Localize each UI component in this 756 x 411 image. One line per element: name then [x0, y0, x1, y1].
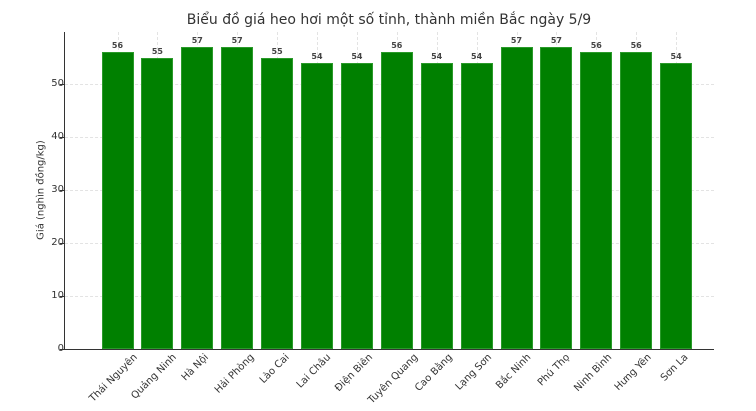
bar — [261, 57, 294, 349]
bar — [221, 47, 254, 349]
bar-value-label: 57 — [550, 36, 562, 46]
bar — [141, 57, 174, 349]
bar-value-label: 54 — [471, 51, 483, 61]
bar — [660, 62, 693, 349]
bar-value-label: 56 — [590, 41, 602, 51]
y-tick-label: 0 — [58, 343, 64, 354]
x-tick-label: Lào Cai — [258, 352, 292, 386]
bar-value-label: 57 — [191, 36, 203, 46]
x-tick-label: Sơn La — [658, 352, 690, 384]
bar-value-label: 56 — [391, 41, 403, 51]
x-tick-label: Hưng Yên — [612, 352, 654, 394]
x-tick-label: Ninh Bình — [572, 352, 615, 395]
y-tick-mark — [60, 190, 64, 192]
chart-title: Biểu đồ giá heo hơi một số tỉnh, thành m… — [186, 12, 592, 28]
bar-value-label: 54 — [351, 51, 363, 61]
x-axis-line — [64, 349, 714, 350]
bar-value-label: 56 — [111, 41, 124, 51]
bar — [420, 62, 453, 349]
x-tick-label: Hải Phòng — [212, 352, 257, 396]
x-tick-label: Lai Châu — [295, 352, 334, 391]
bar — [460, 62, 493, 349]
y-tick-label: 10 — [51, 290, 64, 302]
bar-value-label: 55 — [151, 46, 163, 56]
bar — [380, 52, 413, 349]
x-tick-label: Phú Thọ — [535, 352, 573, 389]
x-tick-label: Hà Nội — [179, 352, 212, 384]
y-tick-label: 40 — [51, 131, 64, 143]
bar — [580, 52, 613, 349]
bar — [540, 47, 573, 349]
bar — [500, 47, 533, 349]
bar-value-label: 55 — [271, 46, 283, 56]
y-tick-label: 50 — [51, 78, 64, 90]
bar-value-label: 57 — [231, 36, 243, 46]
y-tick-label: 20 — [51, 237, 64, 249]
bar-value-label: 56 — [630, 41, 642, 51]
x-tick-label: Lạng Sơn — [453, 352, 495, 393]
bar-value-label: 57 — [510, 36, 523, 46]
y-tick-mark — [60, 243, 64, 245]
bar-value-label: 54 — [670, 51, 682, 61]
y-axis-label: Giá (nghìn đồng/kg) — [35, 140, 47, 240]
bar-value-label: 54 — [311, 51, 323, 61]
bar — [101, 52, 134, 349]
x-tick-label: Bắc Ninh — [494, 352, 534, 392]
bar — [340, 62, 373, 349]
x-tick-label: Điện Biên — [333, 352, 376, 394]
bar-value-label: 54 — [431, 51, 443, 61]
bar — [181, 47, 214, 349]
y-tick-mark — [60, 296, 64, 298]
y-tick-mark — [60, 349, 64, 350]
plot-area: 56 55 57 57 55 54 54 56 54 54 57 57 56 56 54 — [64, 32, 714, 350]
y-tick-label: 30 — [51, 184, 64, 196]
y-tick-mark — [60, 137, 64, 139]
y-axis-line — [64, 32, 65, 350]
bar — [301, 62, 333, 349]
y-tick-mark — [60, 84, 64, 86]
bar — [620, 52, 653, 349]
